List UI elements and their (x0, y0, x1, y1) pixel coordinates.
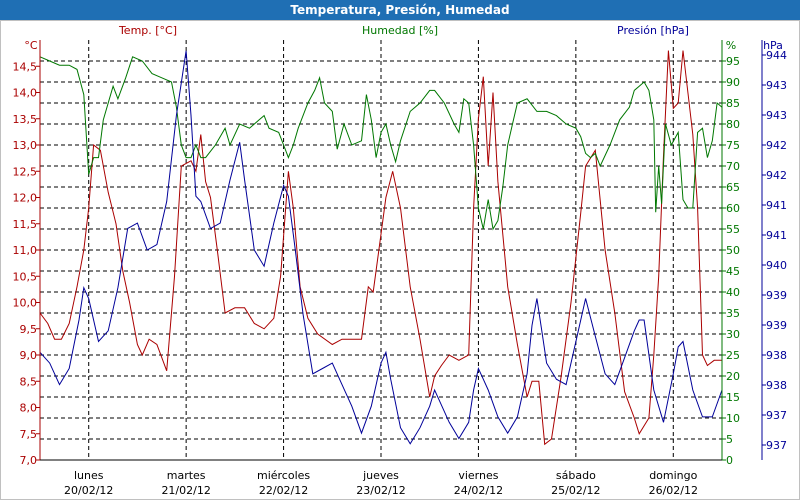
hum-tick-label: 35 (726, 307, 740, 320)
hum-tick-label: 50 (726, 244, 740, 257)
pres-tick-label: 939 (766, 319, 787, 332)
x-tick-day: jueves (362, 469, 399, 482)
pres-tick-label: 940 (766, 259, 787, 272)
temp-axis-title: Temp. [°C] (118, 24, 177, 37)
series-line-temp (39, 50, 722, 446)
temp-tick-label: 7,0 (20, 454, 38, 467)
temp-tick-label: 11,0 (13, 244, 38, 257)
pres-tick-label: 942 (766, 169, 787, 182)
series-line-pres (39, 50, 723, 445)
hum-tick-label: 0 (726, 454, 733, 467)
temp-tick-label: 7,5 (20, 428, 38, 441)
x-tick-day: sábado (556, 469, 596, 482)
pres-axis-title: Presión [hPa] (617, 24, 689, 37)
pres-tick-label: 941 (766, 199, 787, 212)
pres-tick-label: 938 (766, 379, 787, 392)
pres-tick-label: 937 (766, 409, 787, 422)
hum-tick-label: 70 (726, 160, 740, 173)
hum-tick-label: 55 (726, 223, 740, 236)
x-tick-date: 25/02/12 (551, 484, 600, 497)
x-tick-day: miércoles (257, 469, 310, 482)
x-tick-day: domingo (649, 469, 697, 482)
temp-unit: °C (24, 39, 38, 52)
temp-tick-label: 12,0 (13, 192, 38, 205)
temp-tick-label: 13,5 (13, 113, 38, 126)
hum-tick-label: 85 (726, 97, 740, 110)
hum-tick-label: 60 (726, 202, 740, 215)
hum-tick-label: 80 (726, 118, 740, 131)
x-tick-date: 20/02/12 (64, 484, 113, 497)
temp-tick-label: 10,0 (13, 297, 38, 310)
pres-tick-label: 941 (766, 229, 787, 242)
pres-tick-label: 943 (766, 109, 787, 122)
hum-tick-label: 30 (726, 328, 740, 341)
temp-tick-label: 13,0 (13, 139, 38, 152)
series-group (39, 50, 723, 446)
x-tick-date: 24/02/12 (454, 484, 503, 497)
x-tick-date: 21/02/12 (161, 484, 210, 497)
temp-tick-label: 10,5 (13, 270, 38, 283)
pres-tick-label: 938 (766, 349, 787, 362)
temp-tick-label: 9,0 (20, 349, 38, 362)
hum-tick-label: 10 (726, 412, 740, 425)
temp-tick-label: 14,0 (13, 87, 38, 100)
temp-tick-label: 8,0 (20, 402, 38, 415)
pres-unit: hPa (763, 39, 783, 52)
x-tick-day: martes (167, 469, 206, 482)
window-title: Temperatura, Presión, Humedad (0, 0, 800, 20)
pres-tick-label: 937 (766, 439, 787, 452)
hum-tick-label: 65 (726, 181, 740, 194)
x-tick-day: lunes (74, 469, 104, 482)
hum-tick-label: 25 (726, 349, 740, 362)
hum-tick-label: 15 (726, 391, 740, 404)
pres-tick-label: 939 (766, 289, 787, 302)
temp-tick-label: 11,5 (13, 218, 38, 231)
pres-tick-label: 944 (766, 49, 787, 62)
pres-tick-label: 942 (766, 139, 787, 152)
x-tick-date: 23/02/12 (356, 484, 405, 497)
temp-tick-label: 14,5 (13, 60, 38, 73)
hum-tick-label: 90 (726, 76, 740, 89)
grid (40, 40, 722, 460)
pres-tick-label: 943 (766, 79, 787, 92)
series-line-hum (39, 56, 723, 231)
temp-tick-label: 8,5 (20, 375, 38, 388)
hum-tick-label: 95 (726, 55, 740, 68)
x-tick-day: viernes (458, 469, 498, 482)
hum-tick-label: 40 (726, 286, 740, 299)
hum-tick-label: 75 (726, 139, 740, 152)
hum-tick-label: 5 (726, 433, 733, 446)
hum-axis-title: Humedad [%] (362, 24, 438, 37)
hum-tick-label: 45 (726, 265, 740, 278)
hum-unit: % (726, 39, 736, 52)
x-tick-date: 22/02/12 (259, 484, 308, 497)
x-tick-date: 26/02/12 (649, 484, 698, 497)
axes-group: 7,0 7,5 8,0 8,5 9,0 9,5 10,0 10,5 11,0 11,5 12,0 12… (13, 40, 787, 497)
temp-tick-label: 9,5 (20, 323, 38, 336)
temp-tick-label: 12,5 (13, 165, 38, 178)
hum-tick-label: 20 (726, 370, 740, 383)
